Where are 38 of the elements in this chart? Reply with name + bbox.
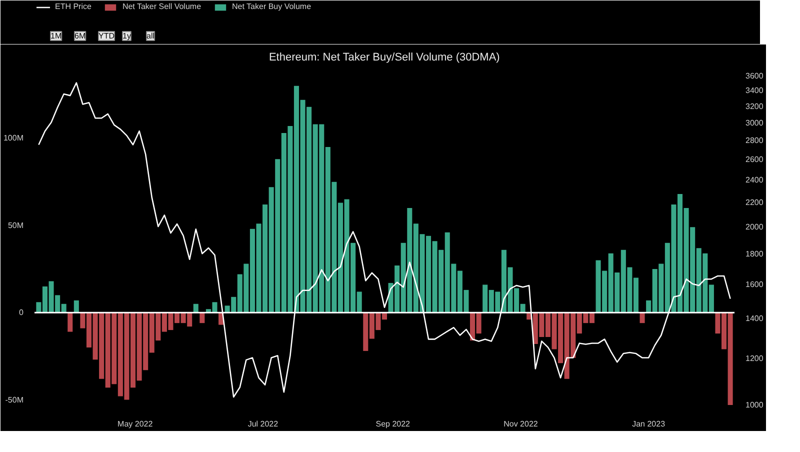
text: 1M	[50, 32, 62, 40]
x-tick-label: Sep 2022	[376, 420, 411, 428]
y2-tick-label: 1400	[746, 314, 764, 324]
y2-tick-label: 2600	[746, 155, 764, 164]
y2-tick-label: 3400	[746, 86, 764, 96]
x-tick-label: Jan 2023	[632, 420, 666, 428]
y-tick-label: 50M	[8, 220, 24, 230]
line-series	[38, 82, 731, 398]
chart-title: Ethereum: Net Taker Buy/Sell Volume (30DMA)	[268, 52, 500, 64]
legend-label: Net Taker Sell Volume	[122, 2, 202, 11]
bar	[68, 312, 73, 332]
legend-label: Net Taker Buy Volume	[232, 2, 312, 11]
y2-tick-label: 2800	[746, 136, 764, 146]
text: all	[146, 32, 155, 40]
bar	[640, 312, 645, 324]
y2-tick-label: 1600	[746, 280, 764, 289]
y2-tick-label: 3200	[746, 102, 764, 111]
y2-tick-label: 2000	[746, 222, 764, 232]
bar	[74, 300, 79, 313]
bar	[193, 304, 198, 313]
y2-tick-label: 3600	[746, 72, 764, 81]
y2-tick-label: 2200	[746, 198, 764, 208]
y2-tick-label: 1800	[746, 250, 764, 259]
x-tick-label: May 2022	[118, 420, 154, 428]
y2-tick-label: 1200	[746, 354, 764, 363]
y2-tick-label: 2400	[746, 176, 764, 185]
y2-tick-label: 1000	[746, 400, 764, 410]
y2-tick-label: 3000	[746, 118, 764, 128]
text: YTD	[98, 32, 115, 40]
text: 6M	[74, 32, 86, 40]
y-tick-label: -50M	[5, 395, 24, 404]
x-tick-label: Jul 2022	[248, 420, 279, 428]
legend-label: ETH Price	[55, 2, 92, 11]
y-tick-label: 0	[19, 308, 24, 318]
bar	[200, 312, 205, 324]
y-tick-label: 100M	[3, 134, 24, 143]
text: 1y	[122, 32, 131, 40]
x-tick-label: Nov 2022	[504, 420, 538, 428]
